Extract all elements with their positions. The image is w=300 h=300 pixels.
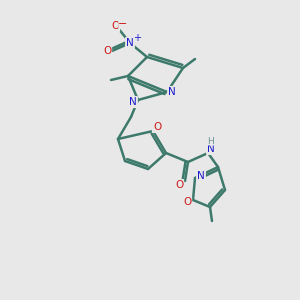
- Text: −: −: [118, 19, 128, 29]
- Text: O: O: [183, 197, 191, 207]
- Text: +: +: [133, 33, 141, 43]
- Text: O: O: [175, 180, 183, 190]
- Text: N: N: [197, 171, 205, 181]
- Text: N: N: [126, 38, 134, 48]
- Text: N: N: [129, 97, 137, 107]
- Text: N: N: [168, 87, 176, 97]
- Text: H: H: [208, 136, 214, 146]
- Text: O: O: [111, 21, 119, 31]
- Text: O: O: [153, 122, 161, 132]
- Text: N: N: [207, 144, 215, 154]
- Text: O: O: [103, 46, 111, 56]
